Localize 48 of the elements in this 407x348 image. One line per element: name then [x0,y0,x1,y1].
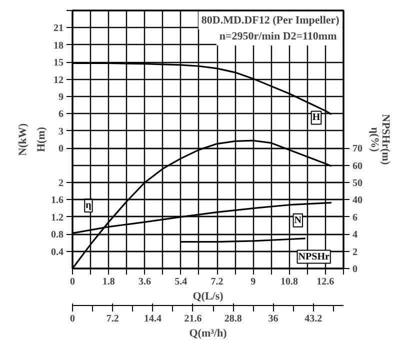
y-axis-title: H(m) [36,126,48,152]
x-axis-title: Q(L/s) [192,290,224,302]
x-tick-label: 3.6 [138,276,152,288]
y2-tick-label: 50 [352,178,362,189]
chart-title: 80D.MD.DF12 (Per Impeller) [201,14,340,26]
x-tick-label: 7.2 [210,276,224,288]
y-tick-label: 3 [58,126,64,138]
y2-tick-label: 2 [352,246,358,258]
x2-tick-label: 43.2 [304,314,322,324]
y-tick-label: 21 [54,23,64,34]
x2-tick-label: 21.6 [184,314,202,324]
y-axis-title: N(kW) [17,122,29,156]
y2-tick-label: 40 [352,195,362,206]
x2-tick-label: 7.2 [106,314,119,324]
x2-axis-title: Q(m³/h) [189,328,228,340]
y-tick-label: 1.2 [51,212,64,224]
x2-tick-label: 28.8 [224,314,242,324]
text: n=2950r/min D2=110mm [219,30,337,42]
y2-tick-label: 0 [352,264,358,275]
x-tick-label: 5.4 [174,276,188,288]
y2-tick-label: 4 [352,230,358,241]
x-tick-label: 0 [70,276,75,288]
y-tick-label: 6 [58,109,64,120]
y-tick-label: 15 [54,58,64,69]
text: η [86,200,92,212]
y2-axis-title: NPSHr(m) [380,114,392,166]
y2-axis-title: η(%) [368,127,380,152]
x2-tick-label: 14.4 [144,314,162,324]
y-tick-label: 0.4 [51,246,64,258]
y-tick-label: 1.6 [51,195,64,206]
x-tick-label: 10.8 [280,276,298,288]
y2-tick-label: 6 [352,212,358,224]
x-tick-label: 12.6 [316,276,334,288]
x-tick-label: 9 [250,276,256,288]
y2-tick-label: 60 [352,160,362,172]
y-tick-label: 9 [58,92,64,103]
x2-tick-label: 0 [70,314,75,324]
y-tick-label: 0 [58,144,64,155]
series-label: H [312,112,320,124]
x-tick-label: 1.8 [102,276,115,288]
y2-tick-label: 70 [352,144,362,155]
legend-label: NPSHr [298,251,330,262]
y-tick-label: 0.8 [51,230,64,241]
series-label: N [294,214,302,226]
x2-tick-label: 36 [268,314,278,324]
y-tick-label: 18 [54,40,64,52]
y-tick-label: 2 [58,178,64,189]
y-tick-label: 12 [54,74,64,86]
